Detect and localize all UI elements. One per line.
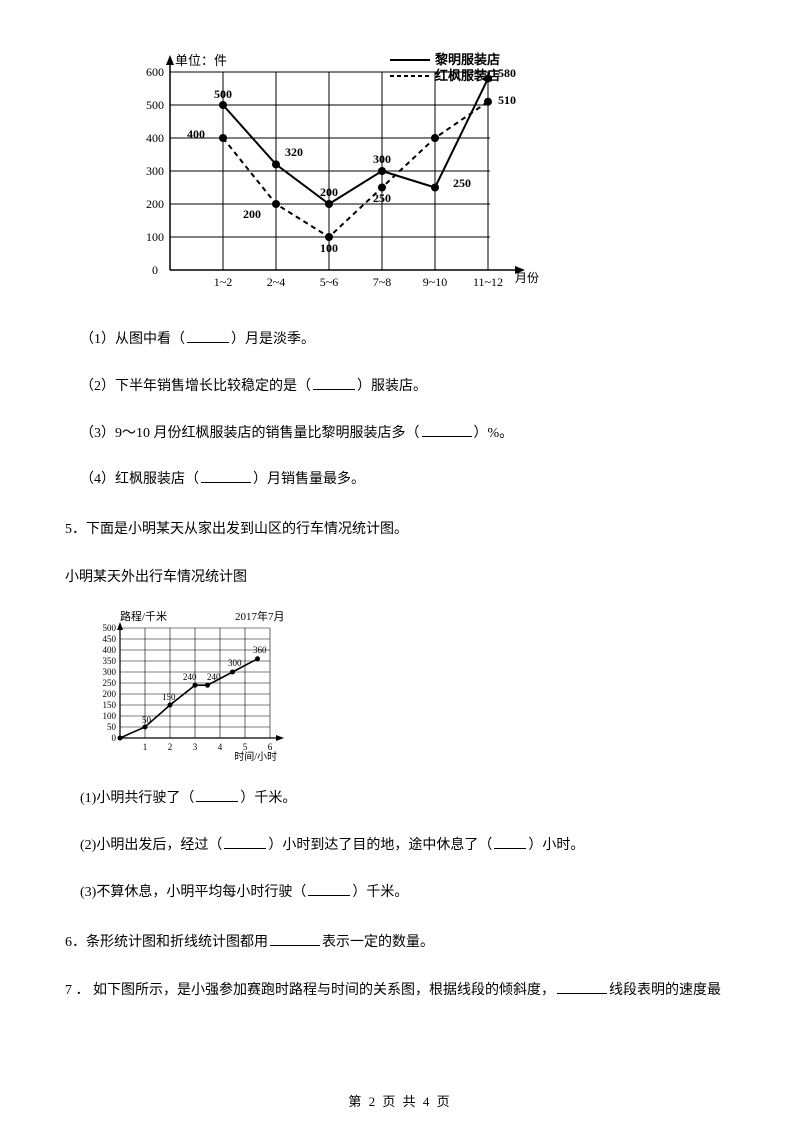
svg-text:250: 250 (103, 678, 117, 688)
xtick-1: 2~4 (267, 275, 286, 289)
chart2-ylabel: 路程/千米 (120, 610, 167, 623)
chart1-legend1: 黎明服装店 (435, 52, 500, 67)
q5-sub: 小明某天外出行车情况统计图 (65, 564, 750, 592)
ytick-400: 400 (146, 131, 164, 145)
svg-text:500: 500 (103, 623, 117, 633)
svg-text:2: 2 (168, 742, 173, 752)
q6: 6．条形统计图和折线统计图都用表示一定的数量。 (65, 929, 750, 957)
svg-text:240: 240 (183, 672, 197, 682)
svg-text:4: 4 (218, 742, 223, 752)
svg-text:300: 300 (373, 152, 391, 166)
q5: 5．下面是小明某天从家出发到山区的行车情况统计图。 (65, 516, 750, 544)
ytick-100: 100 (146, 230, 164, 244)
chart2-date: 2017年7月 (235, 609, 285, 623)
svg-text:3: 3 (193, 742, 198, 752)
q5-2: (2)小明出发后，经过（）小时到达了目的地，途中休息了（）小时。 (80, 831, 750, 862)
ytick-300: 300 (146, 164, 164, 178)
xtick-0: 1~2 (214, 275, 233, 289)
q4: （4）红枫服装店（）月销售量最多。 (80, 465, 750, 496)
svg-text:200: 200 (243, 207, 261, 221)
q5-1: (1)小明共行驶了（）千米。 (80, 784, 750, 815)
svg-text:240: 240 (207, 672, 221, 682)
svg-text:50: 50 (107, 722, 117, 732)
svg-text:100: 100 (103, 711, 117, 721)
svg-text:150: 150 (103, 700, 117, 710)
svg-text:500: 500 (214, 87, 232, 101)
chart2-xlabel: 时间/小时 (234, 750, 277, 763)
chart1-y-unit: 单位：件 (175, 53, 227, 68)
xtick-3: 7~8 (373, 275, 392, 289)
svg-text:0: 0 (112, 733, 117, 743)
page-footer: 第 2 页 共 4 页 (0, 1091, 800, 1110)
svg-text:200: 200 (103, 689, 117, 699)
chart1-x-label: 月份 (515, 271, 539, 285)
xtick-2: 5~6 (320, 275, 339, 289)
svg-text:300: 300 (103, 667, 117, 677)
svg-text:400: 400 (103, 645, 117, 655)
chart2-container: 路程/千米 2017年7月 0 50 100 150 200 250 300 3… (80, 608, 750, 768)
svg-text:350: 350 (103, 656, 117, 666)
ytick-600: 600 (146, 65, 164, 79)
ytick-0: 0 (152, 263, 158, 277)
xtick-4: 9~10 (423, 275, 448, 289)
svg-text:200: 200 (320, 185, 338, 199)
svg-text:6: 6 (268, 742, 273, 752)
svg-text:300: 300 (228, 658, 242, 668)
svg-text:360: 360 (253, 645, 267, 655)
q2: （2）下半年销售增长比较稳定的是（）服装店。 (80, 372, 750, 403)
svg-text:250: 250 (453, 176, 471, 190)
chart2-svg: 路程/千米 2017年7月 0 50 100 150 200 250 300 3… (80, 608, 310, 763)
svg-text:1: 1 (143, 742, 148, 752)
svg-text:510: 510 (498, 93, 516, 107)
svg-text:450: 450 (103, 634, 117, 644)
q7: 7 ． 如下图所示，是小强参加赛跑时路程与时间的关系图，根据线段的倾斜度，线段表… (65, 977, 750, 1005)
svg-text:50: 50 (142, 715, 152, 725)
xtick-5: 11~12 (473, 275, 503, 289)
q3: （3）9～10 月份红枫服装店的销售量比黎明服装店多（）%。 (80, 419, 750, 450)
q5-3: (3)不算休息，小明平均每小时行驶（）千米。 (80, 878, 750, 909)
q1: （1）从图中看（）月是淡季。 (80, 325, 750, 356)
svg-text:400: 400 (187, 127, 205, 141)
ytick-500: 500 (146, 98, 164, 112)
svg-text:250: 250 (373, 191, 391, 205)
chart1-container: 单位：件 黎明服装店 红枫服装店 0 100 200 300 400 500 6… (120, 40, 750, 305)
chart1-svg: 单位：件 黎明服装店 红枫服装店 0 100 200 300 400 500 6… (120, 40, 540, 300)
svg-text:580: 580 (498, 66, 516, 80)
ytick-200: 200 (146, 197, 164, 211)
svg-text:5: 5 (243, 742, 248, 752)
svg-text:320: 320 (285, 145, 303, 159)
svg-text:150: 150 (162, 692, 176, 702)
svg-text:100: 100 (320, 241, 338, 255)
